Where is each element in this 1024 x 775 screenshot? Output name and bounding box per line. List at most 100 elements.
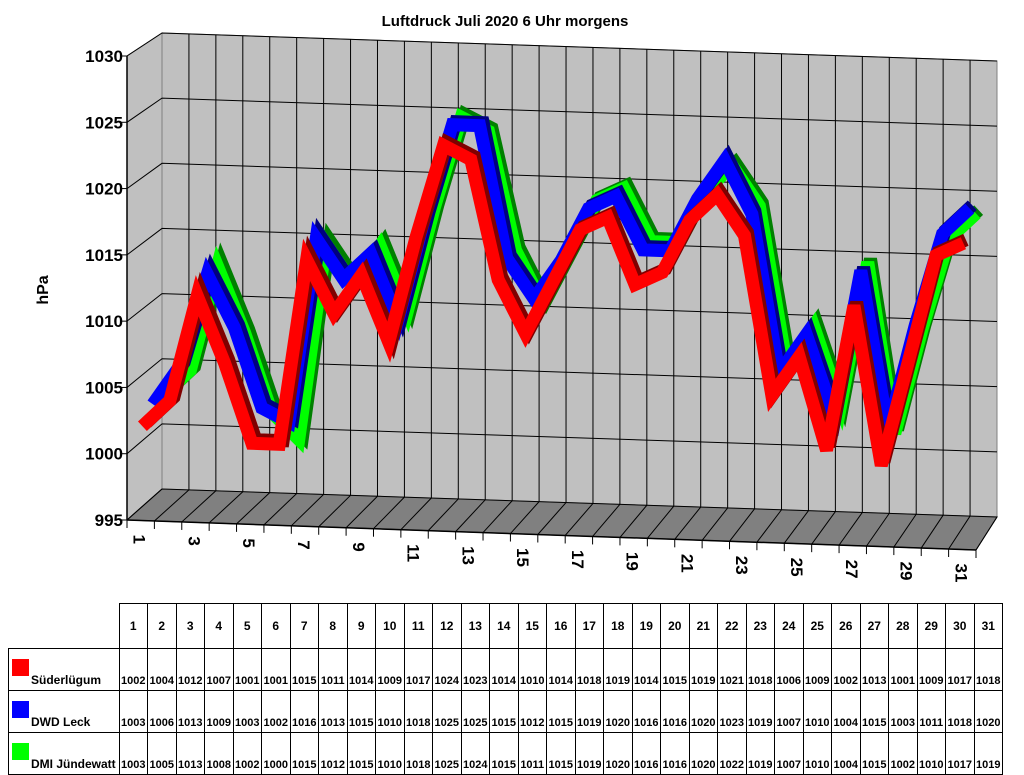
table-cell: 1015 xyxy=(860,733,889,775)
table-cell: 1003 xyxy=(119,733,148,775)
table-cell: 1023 xyxy=(461,649,490,691)
x-tick-label: 29 xyxy=(897,562,916,581)
table-header-cell: 28 xyxy=(889,604,918,649)
table-header-cell: 14 xyxy=(490,604,519,649)
x-tick-label: 9 xyxy=(349,542,368,551)
x-tick-label: 13 xyxy=(458,546,477,565)
table-header-cell: 6 xyxy=(262,604,291,649)
table-header-cell: 29 xyxy=(917,604,946,649)
table-cell: 1002 xyxy=(119,649,148,691)
table-cell: 1014 xyxy=(490,649,519,691)
table-cell: 1015 xyxy=(290,733,319,775)
table-cell: 1015 xyxy=(860,691,889,733)
legend-entry: DMI Jündewatt xyxy=(9,733,120,775)
table-header-cell: 7 xyxy=(290,604,319,649)
table-cell: 1025 xyxy=(461,691,490,733)
table-cell: 1019 xyxy=(604,649,633,691)
table-cell: 1009 xyxy=(205,691,234,733)
table-cell: 1011 xyxy=(518,733,547,775)
table-cell: 1007 xyxy=(775,733,804,775)
table-cell: 1010 xyxy=(917,733,946,775)
table-cell: 1018 xyxy=(746,649,775,691)
x-tick-label: 17 xyxy=(568,550,587,569)
table-cell: 1018 xyxy=(404,691,433,733)
table-cell: 1003 xyxy=(889,691,918,733)
table-cell: 1006 xyxy=(148,691,177,733)
table-cell: 1004 xyxy=(148,649,177,691)
table-cell: 1000 xyxy=(262,733,291,775)
table-header-cell: 13 xyxy=(461,604,490,649)
table-cell: 1011 xyxy=(917,691,946,733)
table-cell: 1015 xyxy=(547,733,576,775)
y-tick-label: 1015 xyxy=(85,246,123,265)
y-tick-label: 1005 xyxy=(85,378,123,397)
table-header-cell: 24 xyxy=(775,604,804,649)
table-cell: 1002 xyxy=(233,733,262,775)
table-cell: 1002 xyxy=(889,733,918,775)
table-header-cell: 2 xyxy=(148,604,177,649)
x-tick-label: 19 xyxy=(623,552,642,571)
x-tick-label: 23 xyxy=(732,556,751,575)
x-tick-label: 1 xyxy=(130,534,149,543)
table-cell: 1009 xyxy=(917,649,946,691)
table-header-cell: 27 xyxy=(860,604,889,649)
table-cell: 1023 xyxy=(718,691,747,733)
x-tick-label: 25 xyxy=(787,558,806,577)
table-cell: 1018 xyxy=(974,649,1003,691)
x-tick-label: 5 xyxy=(239,538,258,547)
table-header-cell: 19 xyxy=(632,604,661,649)
legend-swatch xyxy=(12,701,29,718)
table-cell: 1010 xyxy=(803,691,832,733)
table-cell: 1009 xyxy=(376,649,405,691)
legend-swatch xyxy=(12,659,29,676)
table-cell: 1025 xyxy=(433,733,462,775)
y-tick-label: 1025 xyxy=(85,113,123,132)
y-tick-label: 1030 xyxy=(85,47,123,66)
table-header-cell: 12 xyxy=(433,604,462,649)
table-cell: 1016 xyxy=(661,691,690,733)
table-header-cell: 9 xyxy=(347,604,376,649)
table-cell: 1002 xyxy=(262,691,291,733)
legend-label: DMI Jündewatt xyxy=(31,757,116,771)
table-cell: 1014 xyxy=(632,649,661,691)
table-cell: 1015 xyxy=(347,691,376,733)
table-cell: 1017 xyxy=(946,733,975,775)
legend-swatch xyxy=(12,743,29,760)
table-cell: 1001 xyxy=(233,649,262,691)
table-cell: 1020 xyxy=(689,733,718,775)
x-tick-label: 21 xyxy=(677,554,696,573)
table-cell: 1015 xyxy=(347,733,376,775)
table-cell: 1015 xyxy=(490,733,519,775)
table-header-cell: 4 xyxy=(205,604,234,649)
y-tick-label: 1020 xyxy=(85,180,123,199)
table-header-cell: 22 xyxy=(718,604,747,649)
table-cell: 1006 xyxy=(775,649,804,691)
table-cell: 1016 xyxy=(632,691,661,733)
table-cell: 1014 xyxy=(547,649,576,691)
table-cell: 1019 xyxy=(974,733,1003,775)
table-cell: 1017 xyxy=(946,649,975,691)
table-header-cell: 26 xyxy=(832,604,861,649)
table-cell: 1015 xyxy=(547,691,576,733)
table-cell: 1005 xyxy=(148,733,177,775)
table-header-cell: 16 xyxy=(547,604,576,649)
table-header-cell: 31 xyxy=(974,604,1003,649)
table-cell: 1020 xyxy=(974,691,1003,733)
table-cell: 1010 xyxy=(376,733,405,775)
table-cell: 1022 xyxy=(718,733,747,775)
table-header-cell: 21 xyxy=(689,604,718,649)
table-cell: 1008 xyxy=(205,733,234,775)
table-cell: 1019 xyxy=(746,691,775,733)
table-header-cell: 25 xyxy=(803,604,832,649)
table-cell: 1018 xyxy=(575,649,604,691)
table-cell: 1012 xyxy=(319,733,348,775)
table-cell: 1013 xyxy=(860,649,889,691)
table-cell: 1013 xyxy=(176,691,205,733)
table-cell: 1018 xyxy=(404,733,433,775)
y-axis-label: hPa xyxy=(35,275,52,304)
table-header-cell: 10 xyxy=(376,604,405,649)
table-cell: 1015 xyxy=(661,649,690,691)
